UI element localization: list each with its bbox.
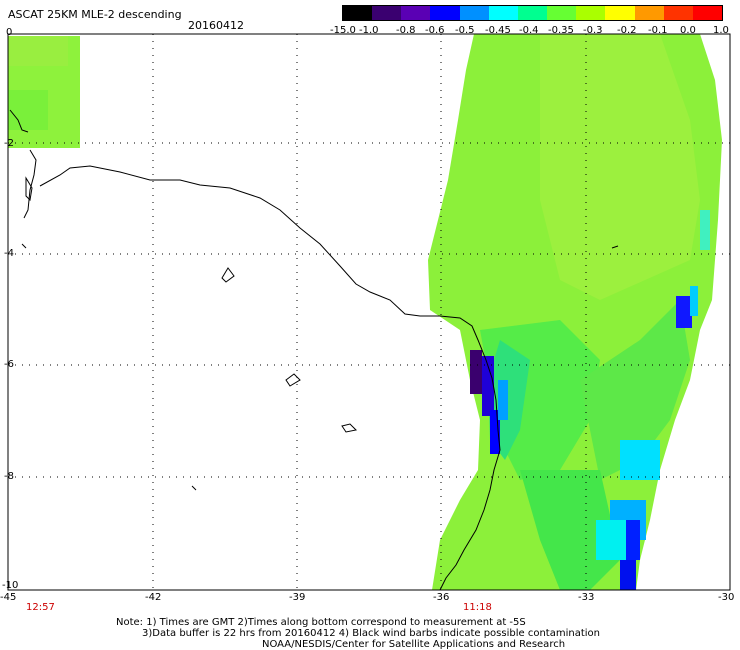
lon-label: -30: [718, 592, 735, 603]
wind-swath: [8, 34, 722, 590]
colorbar-label: -0.6: [425, 25, 445, 36]
colorbar-label: 0.0: [680, 25, 696, 36]
colorbar-label: -0.1: [648, 25, 668, 36]
coastline: [9, 109, 619, 591]
lat-label: 0: [6, 27, 13, 38]
colorbar-label: 1.0: [713, 25, 729, 36]
colorbar-cell: [430, 6, 460, 20]
colorbar-cell: [605, 6, 635, 20]
colorbar-labels: -15.0 -1.0 -0.8 -0.6 -0.5 -0.45 -0.4 -0.…: [330, 26, 740, 38]
product-title: ASCAT 25KM MLE-2 descending: [8, 8, 182, 21]
lon-label: -42: [145, 592, 162, 603]
lat-label: -10: [2, 580, 19, 591]
lat-label: -8: [4, 471, 14, 482]
colorbar-label: -0.8: [396, 25, 416, 36]
lat-label: -6: [4, 359, 14, 370]
time-center: 11:18: [463, 602, 492, 613]
colorbar-label: -0.45: [485, 25, 511, 36]
colorbar-cell: [343, 6, 373, 20]
colorbar-label: -0.3: [583, 25, 603, 36]
map-frame: [7, 33, 731, 591]
colorbar-label: -0.35: [548, 25, 574, 36]
colorbar-cell: [576, 6, 606, 20]
note-line-1: Note: 1) Times are GMT 2)Times along bot…: [116, 617, 526, 628]
lon-label: -33: [578, 592, 595, 603]
colorbar: [342, 5, 723, 21]
lon-label: -45: [0, 592, 17, 603]
product-date: 20160412: [188, 19, 244, 32]
lat-label: -2: [4, 138, 14, 149]
lon-label: -36: [433, 592, 450, 603]
note-line-3: NOAA/NESDIS/Center for Satellite Applica…: [262, 639, 566, 650]
colorbar-label: -0.5: [455, 25, 475, 36]
colorbar-cell: [547, 6, 577, 20]
colorbar-cell: [459, 6, 489, 20]
colorbar-label: -0.4: [519, 25, 539, 36]
colorbar-cell: [401, 6, 431, 20]
colorbar-label: -15.0: [330, 25, 356, 36]
colorbar-cell: [488, 6, 518, 20]
colorbar-cell: [372, 6, 402, 20]
lat-label: -4: [4, 248, 14, 259]
colorbar-label: -0.2: [617, 25, 637, 36]
lon-label: -39: [289, 592, 306, 603]
colorbar-cell: [663, 6, 693, 20]
time-left: 12:57: [26, 602, 55, 613]
note-line-2: 3)Data buffer is 22 hrs from 20160412 4)…: [142, 628, 600, 639]
colorbar-cell: [517, 6, 548, 20]
colorbar-cell: [634, 6, 664, 20]
colorbar-label: -1.0: [359, 25, 379, 36]
colorbar-cell: [692, 6, 723, 20]
